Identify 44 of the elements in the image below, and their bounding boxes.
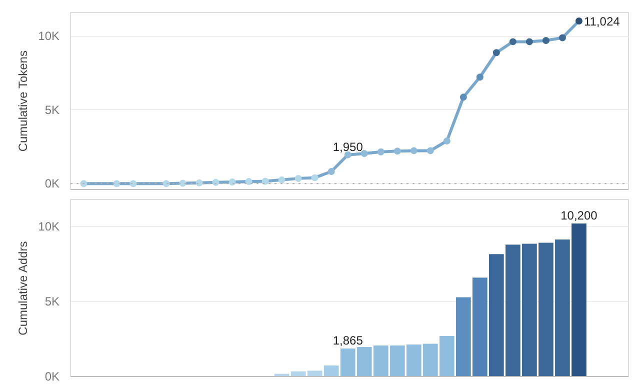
point bbox=[377, 148, 384, 156]
point bbox=[575, 18, 582, 24]
y-tick-label: 5K bbox=[44, 102, 60, 117]
data-label: 10,200 bbox=[560, 208, 598, 222]
data-label: 11,024 bbox=[584, 14, 620, 28]
point bbox=[492, 49, 500, 56]
y-tick-label: 5K bbox=[44, 294, 60, 308]
data-label: 1,950 bbox=[332, 140, 364, 154]
y-tick-label: 10K bbox=[38, 220, 60, 234]
point bbox=[476, 74, 484, 81]
point bbox=[426, 147, 434, 154]
point bbox=[179, 180, 186, 187]
point bbox=[162, 180, 170, 188]
bar bbox=[472, 278, 488, 376]
point bbox=[278, 176, 286, 184]
point bbox=[245, 178, 252, 186]
bar bbox=[324, 366, 339, 376]
point bbox=[558, 34, 566, 42]
y-tick-label: 0K bbox=[44, 370, 60, 384]
point bbox=[113, 180, 120, 188]
point bbox=[212, 178, 220, 186]
y-tick-label: 0K bbox=[44, 176, 60, 191]
point bbox=[509, 38, 516, 46]
y-tick-label: 10K bbox=[38, 29, 60, 44]
point bbox=[526, 38, 533, 46]
point bbox=[228, 178, 236, 186]
bar bbox=[456, 297, 471, 376]
point bbox=[130, 180, 137, 188]
point bbox=[196, 179, 203, 186]
bar bbox=[572, 224, 586, 376]
point bbox=[360, 150, 368, 158]
y-axis-title: Cumulative Addrs bbox=[16, 241, 30, 336]
data-label: 1,865 bbox=[332, 334, 364, 348]
point bbox=[460, 94, 467, 101]
y-axis-title: Cumulative Tokens bbox=[16, 50, 30, 152]
point bbox=[410, 147, 418, 154]
point bbox=[443, 137, 450, 144]
point bbox=[311, 174, 318, 182]
point bbox=[80, 180, 88, 188]
point bbox=[542, 37, 550, 44]
point bbox=[328, 168, 335, 175]
point bbox=[262, 178, 269, 185]
point bbox=[394, 148, 401, 155]
point bbox=[294, 174, 302, 182]
